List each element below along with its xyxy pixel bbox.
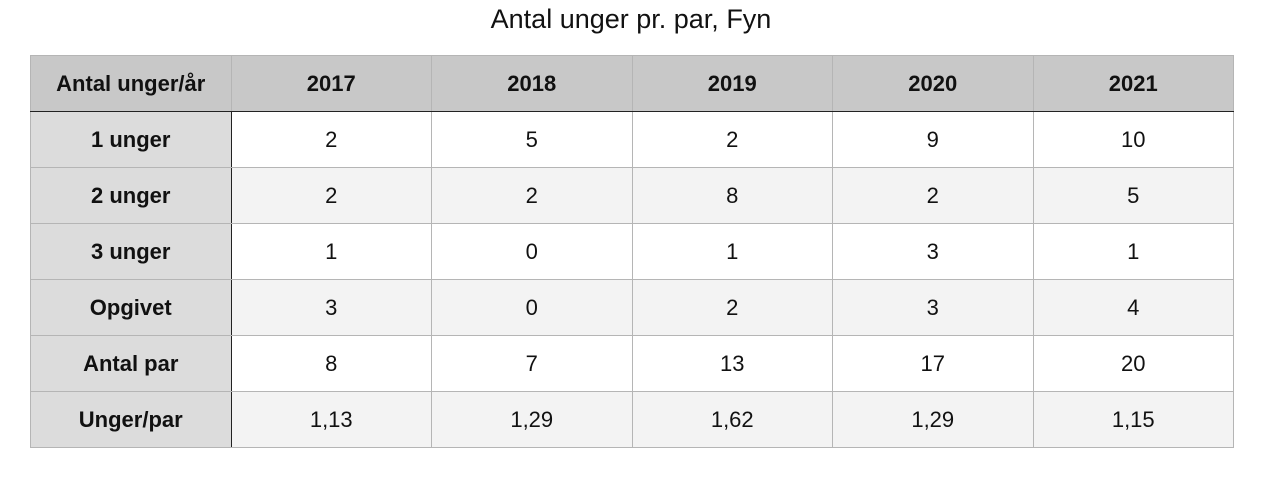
table-title: Antal unger pr. par, Fyn xyxy=(490,4,772,34)
table-cell: 8 xyxy=(631,167,833,224)
table-cell: 2 xyxy=(631,279,833,336)
row-label: 1 unger xyxy=(30,111,232,168)
table-cell: 0 xyxy=(431,279,633,336)
table-cell: 20 xyxy=(1032,335,1234,392)
row-label: 2 unger xyxy=(30,167,232,224)
table-cell: 3 xyxy=(832,223,1034,280)
data-table: Antal unger/år 2017 2018 2019 2020 2021 1 ung… xyxy=(30,55,1234,448)
table-row: 1 unger 2 5 2 9 10 xyxy=(30,111,1234,168)
header-cell: Antal unger/år xyxy=(30,55,232,112)
table-body: 1 unger 2 5 2 9 10 2 unger 2 2 8 2 5 3 unger 1 0 1 3 1 Opg… xyxy=(30,111,1234,448)
table-cell: 8 xyxy=(230,335,432,392)
table-cell: 1 xyxy=(1032,223,1234,280)
header-cell: 2019 xyxy=(631,55,833,112)
table-header: Antal unger/år 2017 2018 2019 2020 2021 xyxy=(30,55,1234,112)
table-cell: 1,62 xyxy=(631,391,833,448)
header-cell: 2018 xyxy=(431,55,633,112)
header-cell: 2017 xyxy=(230,55,432,112)
table-cell: 17 xyxy=(832,335,1034,392)
table-row: 2 unger 2 2 8 2 5 xyxy=(30,167,1234,224)
table-cell: 1 xyxy=(631,223,833,280)
table-cell: 2 xyxy=(230,111,432,168)
header-row: Antal unger/år 2017 2018 2019 2020 2021 xyxy=(30,55,1234,112)
table-cell: 9 xyxy=(832,111,1034,168)
header-cell: 2021 xyxy=(1032,55,1234,112)
table-cell: 3 xyxy=(832,279,1034,336)
row-label: Opgivet xyxy=(30,279,232,336)
table-cell: 4 xyxy=(1032,279,1234,336)
table-cell: 2 xyxy=(431,167,633,224)
table-cell: 2 xyxy=(230,167,432,224)
table-cell: 1,15 xyxy=(1032,391,1234,448)
table-row: 3 unger 1 0 1 3 1 xyxy=(30,223,1234,280)
table-cell: 5 xyxy=(431,111,633,168)
table-cell: 10 xyxy=(1032,111,1234,168)
row-label: 3 unger xyxy=(30,223,232,280)
table-cell: 1,29 xyxy=(832,391,1034,448)
table-cell: 13 xyxy=(631,335,833,392)
table-row: Opgivet 3 0 2 3 4 xyxy=(30,279,1234,336)
table-cell: 7 xyxy=(431,335,633,392)
table-cell: 0 xyxy=(431,223,633,280)
table-row: Unger/par 1,13 1,29 1,62 1,29 1,15 xyxy=(30,391,1234,448)
row-label: Antal par xyxy=(30,335,232,392)
table-cell: 3 xyxy=(230,279,432,336)
table-cell: 2 xyxy=(832,167,1034,224)
table-cell: 1 xyxy=(230,223,432,280)
header-cell: 2020 xyxy=(832,55,1034,112)
table-cell: 2 xyxy=(631,111,833,168)
row-label: Unger/par xyxy=(30,391,232,448)
table-cell: 1,29 xyxy=(431,391,633,448)
table-cell: 1,13 xyxy=(230,391,432,448)
table-cell: 5 xyxy=(1032,167,1234,224)
table-row: Antal par 8 7 13 17 20 xyxy=(30,335,1234,392)
